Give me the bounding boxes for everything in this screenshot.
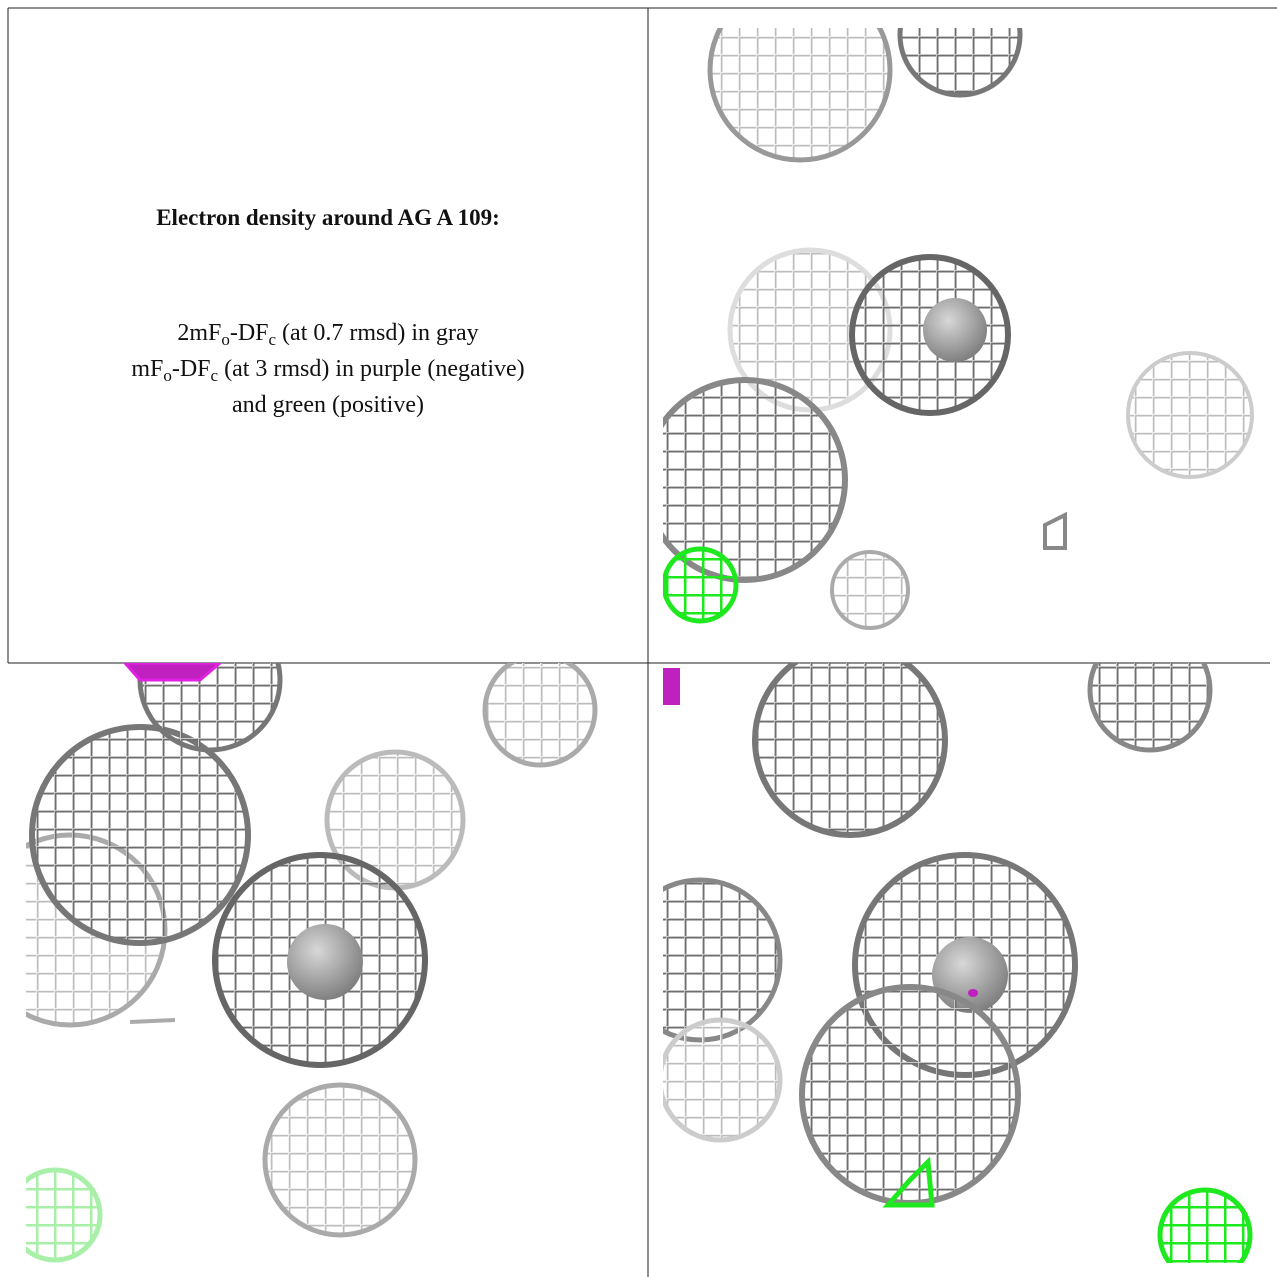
caption-text: (at 0.7 rmsd) in gray [276, 320, 479, 346]
caption-text: (at 3 rmsd) in purple (negative) [218, 356, 525, 382]
caption-line: mFo-DFc (at 3 rmsd) in purple (negative) [8, 356, 648, 385]
caption-line: and green (positive) [8, 392, 648, 419]
subscript: o [163, 366, 172, 385]
caption-text: and green (positive) [232, 392, 424, 418]
density-view-2 [26, 663, 598, 1263]
subscript: o [221, 330, 230, 349]
caption-text: 2mF [177, 320, 222, 346]
caption-line: 2mFo-DFc (at 0.7 rmsd) in gray [8, 320, 648, 349]
caption-text: mF [131, 356, 164, 382]
caption-text: -DF [229, 320, 269, 346]
caption-text: -DF [171, 356, 211, 382]
subscript: c [210, 366, 219, 385]
density-view-3 [663, 663, 1253, 1263]
density-view-1 [663, 28, 1254, 630]
subscript: c [268, 330, 277, 349]
caption-title: Electron density around AG A 109: [156, 205, 500, 230]
table-borders [7, 7, 1277, 1277]
